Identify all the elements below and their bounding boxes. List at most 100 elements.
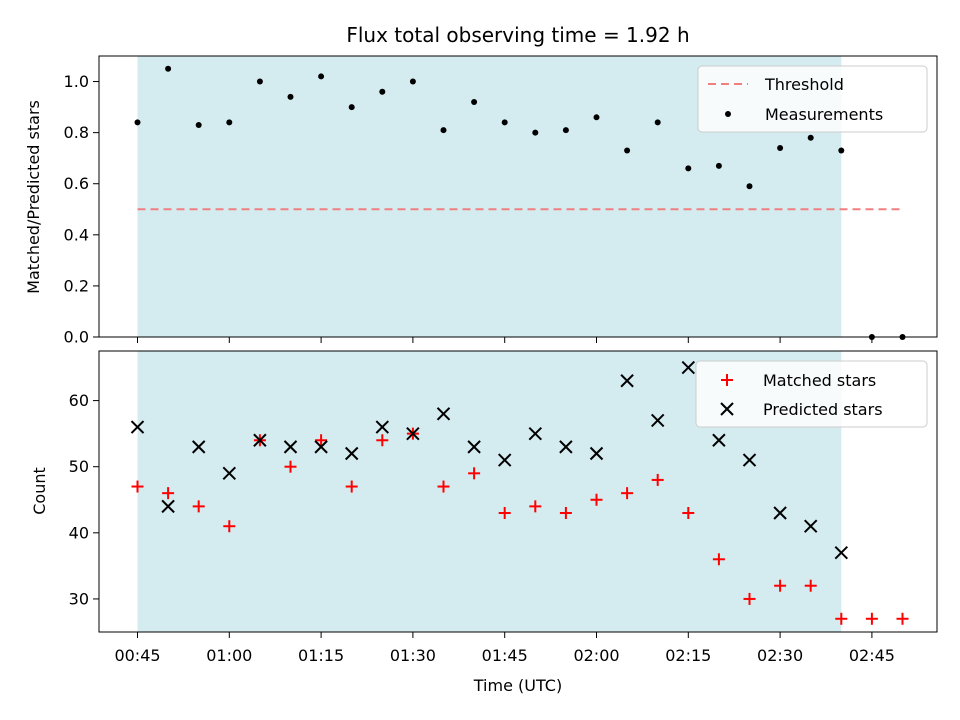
top-panel: 0.0 0.2 0.4 0.6 0.8 1.0 Matched/Predicted sta… [24,55,938,347]
x-tick-label: 00:45 [114,646,160,665]
measurement-point [593,114,600,121]
top-x-ticks [137,337,873,343]
predicted-star-point [803,519,818,533]
measurement-point [624,147,631,154]
measurement-point [501,119,508,126]
predicted-star-point [406,426,420,441]
top-y-axis: 0.0 0.2 0.4 0.6 0.8 1.0 [64,72,99,347]
measurement-point [409,78,416,85]
measurement-point [165,65,172,72]
matched-star-point [162,487,175,500]
measurement-point [685,165,692,172]
legend-matched-swatch [721,374,733,386]
measurement-point [746,183,753,190]
measurement-point [715,162,722,169]
x-tick-label: 02:00 [573,646,619,665]
matched-star-point [712,553,725,566]
predicted-star-point [222,466,237,481]
legend-measurements-swatch [725,111,731,117]
measurement-point [256,78,263,85]
measurement-point [654,119,661,126]
matched-star-point [621,487,634,500]
y-tick-label: 0.2 [64,276,89,295]
predicted-star-point [589,446,604,461]
predicted-star-point [161,499,175,514]
legend-predicted-label: Predicted stars [763,400,883,419]
predicted-star-point [467,440,481,454]
predicted-star-point [191,440,206,454]
x-tick-label: 01:15 [298,646,344,665]
predicted-star-point [650,413,665,428]
matched-star-point [529,500,542,513]
measurement-point [348,104,355,111]
measurement-point [440,127,447,134]
predicted-star-point [375,420,390,434]
bottom-legend-box [695,360,928,428]
chart-title: Flux total observing time = 1.92 h [346,23,689,47]
x-axis-label: Time (UTC) [473,676,562,695]
matched-star-point [437,480,450,493]
top-plot-frame [98,55,938,338]
legend-predicted-swatch [720,402,734,416]
measurement-point [532,129,539,136]
bottom-y-axis-label: Count [30,467,49,515]
x-tick-label: 01:00 [206,646,252,665]
y-tick-label: 30 [69,589,89,608]
predicted-star-point [712,433,726,447]
measurement-point [318,73,325,80]
matched-star-point [192,500,205,513]
predicted-star-point [620,374,634,388]
measurement-point [562,127,569,134]
predicted-star-point [681,360,696,375]
x-tick-label: 01:30 [390,646,436,665]
bottom-legend: Matched stars Predicted stars [695,360,928,428]
predicted-star-point [773,506,787,520]
measurement-point [195,121,202,128]
predicted-star-point [130,420,145,434]
count-points [130,360,909,625]
matched-star-point [774,579,787,592]
matched-star-point [743,592,756,605]
y-tick-label: 50 [69,457,89,476]
y-tick-label: 60 [69,391,89,410]
predicted-star-point [344,446,359,461]
measurement-point [807,134,814,141]
bottom-x-axis: 00:45 01:00 01:15 01:30 01:45 02:00 02:15 02:30… [114,632,895,665]
predicted-star-point [528,426,543,441]
top-y-axis-label: Matched/Predicted stars [24,100,43,294]
legend-matched-label: Matched stars [763,371,876,390]
matched-star-point [376,434,389,447]
legend-measurements-label: Measurements [765,105,883,124]
matched-star-point [896,612,909,625]
measurement-point [777,144,784,151]
measurement-point [134,119,141,126]
matched-star-point [315,434,328,447]
measurement-point [471,98,478,105]
predicted-star-point [742,453,757,467]
x-tick-label: 02:30 [757,646,803,665]
matched-star-point [804,579,817,592]
matched-star-point [835,612,848,625]
predicted-star-point [559,440,573,454]
matched-star-point [223,520,236,533]
x-tick-label: 02:45 [849,646,895,665]
predicted-star-point [314,440,328,454]
matched-star-point [498,506,511,519]
predicted-star-point [834,545,849,560]
measurement-points [134,65,906,340]
bottom-plot-frame [98,350,938,633]
predicted-star-point [497,453,512,467]
measurement-point [226,119,233,126]
matched-star-point [345,480,358,493]
matched-star-point [651,473,664,486]
matched-star-point [682,506,695,519]
measurement-point [838,147,845,154]
y-tick-label: 40 [69,523,89,542]
top-legend: Threshold Measurements [697,65,928,133]
matched-star-point [131,480,144,493]
legend-threshold-label: Threshold [764,75,844,94]
predicted-star-point [253,433,267,447]
matched-star-point [284,460,297,473]
